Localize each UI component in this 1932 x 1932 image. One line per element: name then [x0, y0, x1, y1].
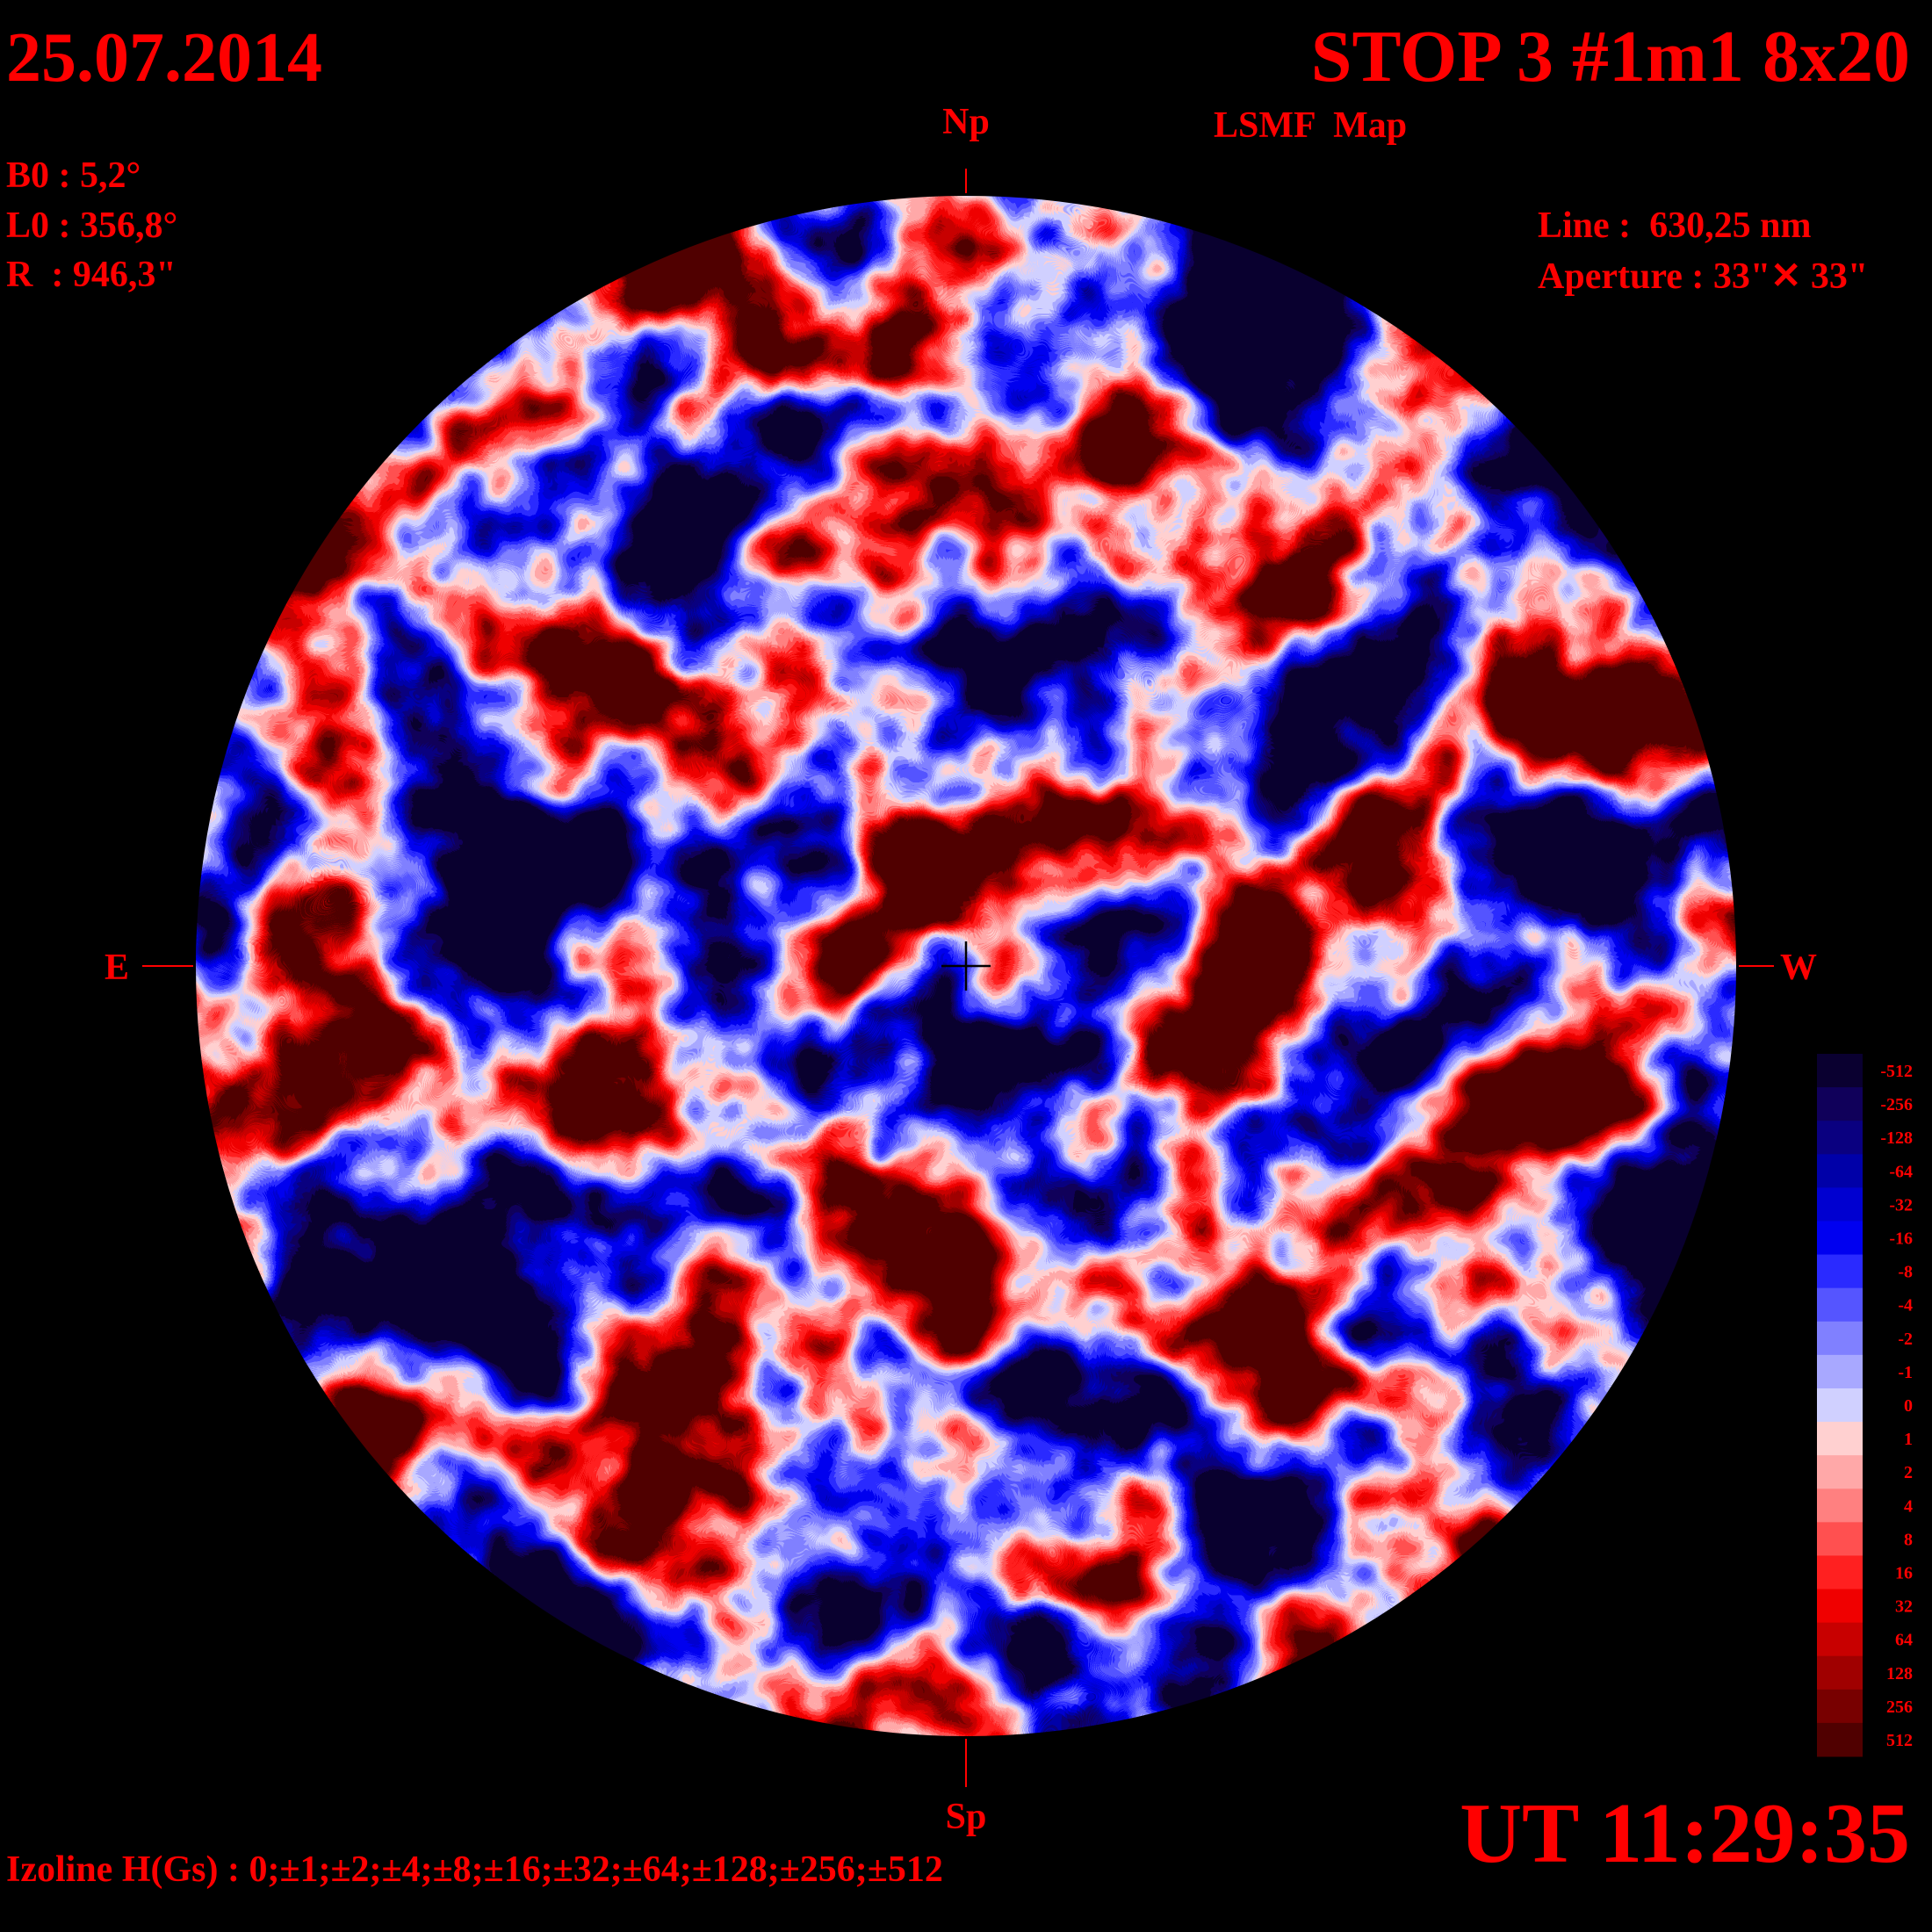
colorbar-label: -2	[1898, 1330, 1913, 1349]
colorbar-band	[1817, 1722, 1863, 1757]
colorbar: -512 -256 -128 -64 -32 -16 -8 -4 -2 -1 0 1 2 4 8 16 32 64…	[1817, 1054, 1913, 1757]
colorbar-band	[1817, 1254, 1863, 1289]
colorbar-label: 1	[1904, 1430, 1913, 1449]
colorbar-band	[1817, 1388, 1863, 1423]
date: 25.07.2014	[6, 19, 322, 97]
colorbar-band	[1817, 1689, 1863, 1724]
b0: B0 : 5,2°	[6, 155, 141, 196]
colorbar-band	[1817, 1655, 1863, 1690]
south-label: Sp	[946, 1797, 987, 1837]
radius: R : 946,3"	[6, 255, 177, 295]
colorbar-label: 64	[1895, 1631, 1913, 1650]
east-label: E	[105, 948, 129, 988]
colorbar-band	[1817, 1422, 1863, 1456]
colorbar-band	[1817, 1622, 1863, 1657]
colorbar-label: 32	[1895, 1597, 1913, 1617]
colorbar-band	[1817, 1354, 1863, 1389]
colorbar-band	[1817, 1489, 1863, 1523]
colorbar-label: -16	[1889, 1229, 1913, 1249]
colorbar-label: 256	[1886, 1698, 1913, 1717]
colorbar-label: 512	[1886, 1731, 1913, 1750]
colorbar-band	[1817, 1221, 1863, 1256]
center-cross	[941, 941, 991, 991]
colorbar-band	[1817, 1321, 1863, 1356]
colorbar-label: 2	[1904, 1463, 1913, 1482]
colorbar-label: 4	[1904, 1496, 1913, 1516]
west-label: W	[1780, 948, 1817, 988]
colorbar-label: -256	[1880, 1095, 1913, 1114]
izoline: Izoline H(Gs) : 0;±1;±2;±4;±8;±16;±32;±6…	[6, 1849, 943, 1890]
colorbar-band	[1817, 1187, 1863, 1222]
colorbar-label: -32	[1889, 1195, 1913, 1215]
line: Line : 630,25 nm	[1538, 205, 1812, 246]
colorbar-label: 16	[1895, 1563, 1913, 1582]
colorbar-label: -4	[1898, 1296, 1913, 1316]
colorbar-band	[1817, 1589, 1863, 1624]
colorbar-band	[1817, 1154, 1863, 1188]
aperture: Aperture : 33"✕ 33"	[1538, 256, 1868, 297]
ut-time: UT 11:29:35	[1460, 1786, 1910, 1881]
colorbar-label: -8	[1898, 1263, 1913, 1282]
colorbar-label: -128	[1880, 1128, 1913, 1148]
colorbar-band	[1817, 1555, 1863, 1590]
subtitle: LSMF Map	[1214, 105, 1407, 146]
colorbar-label: -1	[1898, 1363, 1913, 1382]
colorbar-band	[1817, 1087, 1863, 1121]
colorbar-label: -64	[1889, 1162, 1913, 1181]
colorbar-band	[1817, 1287, 1863, 1323]
colorbar-band	[1817, 1054, 1863, 1088]
colorbar-band	[1817, 1455, 1863, 1489]
l0: L0 : 356,8°	[6, 205, 177, 246]
colorbar-band	[1817, 1522, 1863, 1556]
colorbar-label: 128	[1886, 1664, 1913, 1683]
title: STOP 3 #1m1 8x20	[1311, 16, 1910, 97]
colorbar-label: 0	[1904, 1396, 1913, 1416]
colorbar-label: -512	[1880, 1062, 1913, 1081]
north-label: Np	[942, 102, 990, 142]
colorbar-label: 8	[1904, 1530, 1913, 1549]
colorbar-band	[1817, 1121, 1863, 1155]
